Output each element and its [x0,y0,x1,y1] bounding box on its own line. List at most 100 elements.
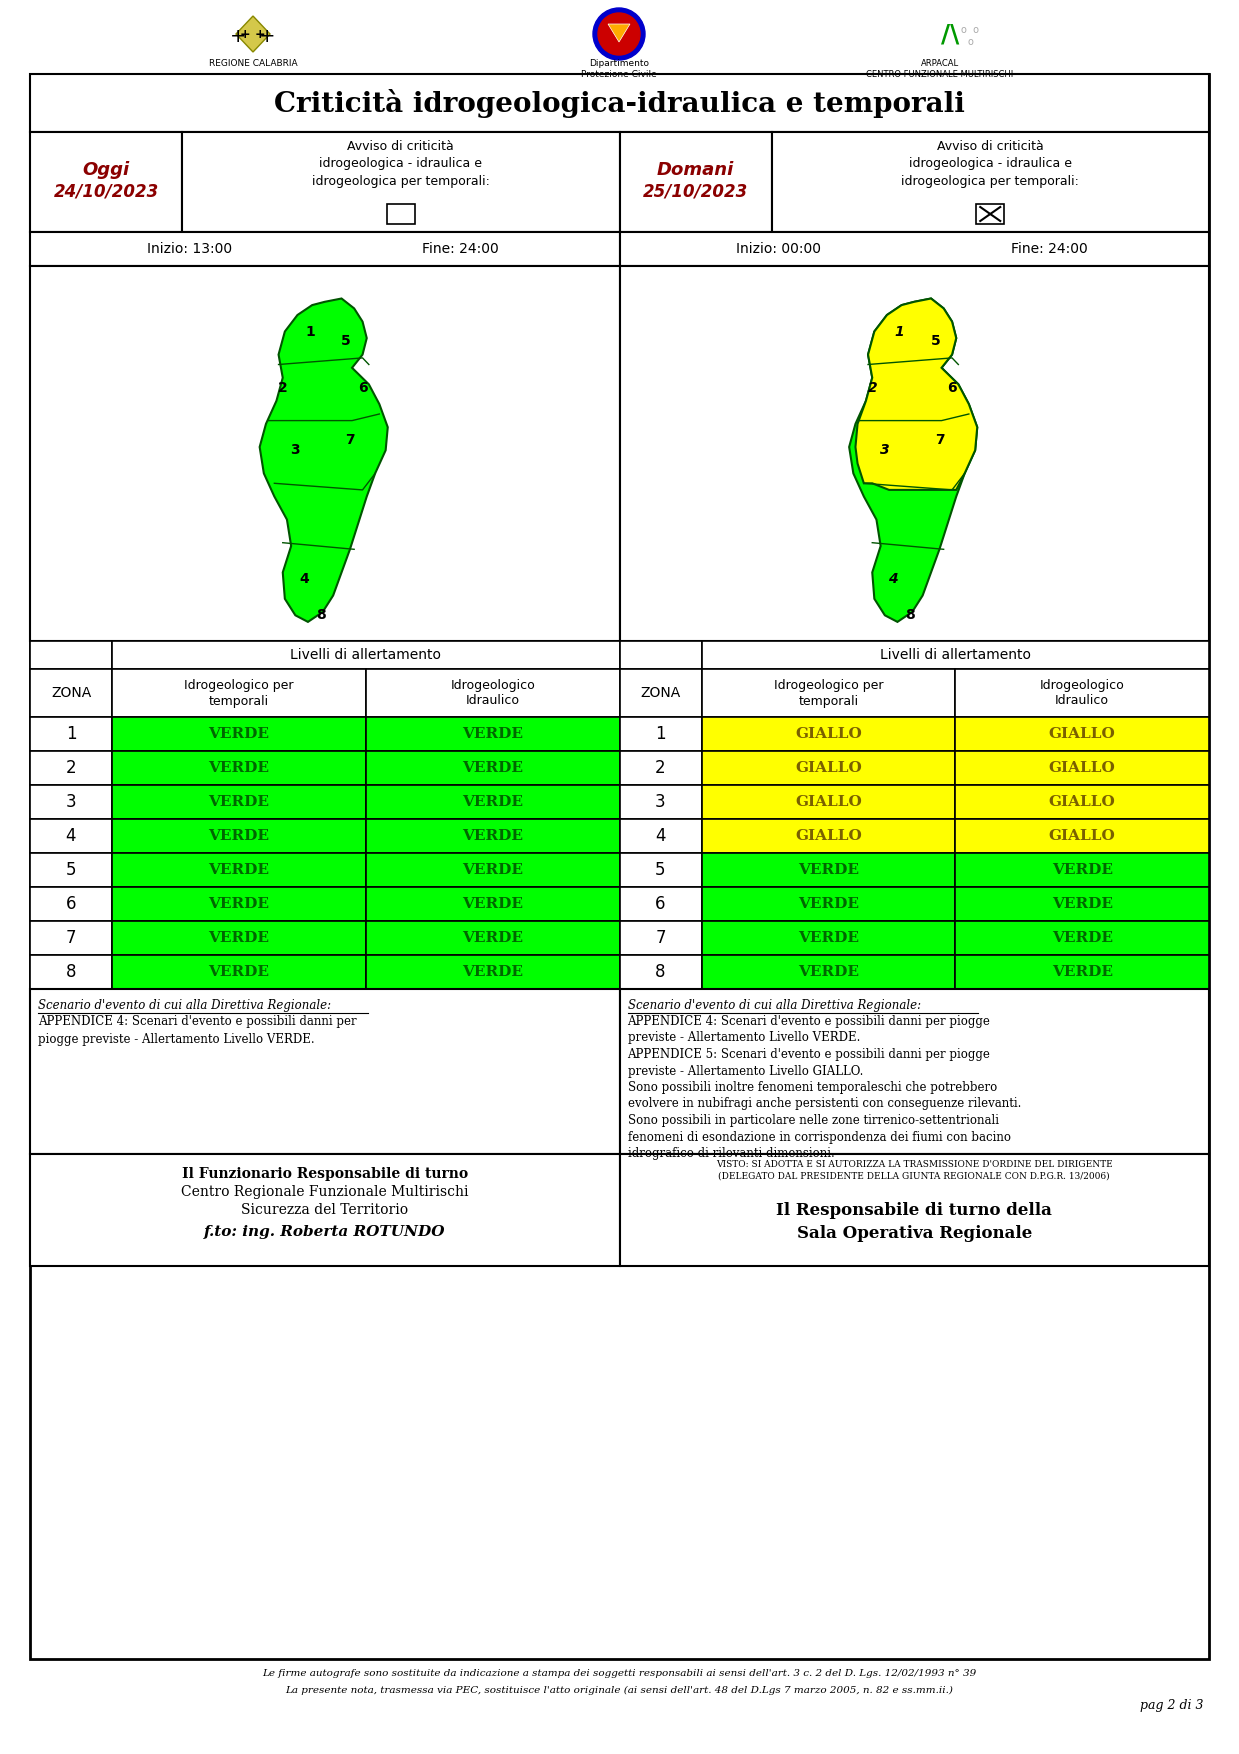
Bar [701,668,955,717]
Bar [701,852,955,888]
Bar [620,751,701,786]
Text: VERDE: VERDE [208,830,269,844]
Text: GIALLO: GIALLO [795,761,862,775]
Bar [701,921,955,954]
Bar [955,668,1209,717]
Text: Livelli di allertamento: Livelli di allertamento [290,647,441,661]
Bar [955,786,1209,819]
Text: ARPACAL
CENTRO FUNZIONALE MULTIRISCHI: ARPACAL CENTRO FUNZIONALE MULTIRISCHI [866,60,1014,79]
Text: VERDE: VERDE [208,965,269,979]
Bar [955,888,1209,921]
Text: f.to: ing. Roberta ROTUNDO: f.to: ing. Roberta ROTUNDO [204,1224,446,1238]
Text: VERDE: VERDE [1052,896,1113,910]
Bar [955,819,1209,852]
Text: VERDE: VERDE [462,965,523,979]
Text: 5: 5 [66,861,77,879]
Text: VERDE: VERDE [208,863,269,877]
Bar [701,751,955,786]
Text: 5: 5 [341,335,351,349]
Text: VERDE: VERDE [798,896,859,910]
Bar [30,954,112,989]
Bar [701,717,955,751]
Bar [620,267,1209,640]
Polygon shape [260,298,388,623]
Text: 2: 2 [66,759,77,777]
Text: 2: 2 [278,381,287,395]
Text: VERDE: VERDE [462,761,523,775]
Text: 8: 8 [66,963,77,980]
Text: o  o
o: o o o [961,25,979,47]
Text: +  +: + + [230,26,276,46]
Bar [366,819,620,852]
Text: APPENDICE 4: Scenari d'evento e possibili danni per piogge
previste - Allertamen: APPENDICE 4: Scenari d'evento e possibil… [627,1016,1021,1159]
Bar [772,132,1209,232]
Text: 2: 2 [655,759,665,777]
Text: 6: 6 [66,895,77,914]
Bar [30,751,112,786]
Text: VERDE: VERDE [1052,965,1113,979]
Bar [701,786,955,819]
Bar [30,74,1209,132]
Text: VERDE: VERDE [462,896,523,910]
Text: 6: 6 [655,895,665,914]
Text: ZONA: ZONA [641,686,680,700]
Bar [30,717,112,751]
Polygon shape [849,298,978,623]
Bar [620,954,701,989]
Text: 5: 5 [655,861,665,879]
Text: VERDE: VERDE [1052,863,1113,877]
Text: VERDE: VERDE [208,726,269,740]
Bar [701,819,955,852]
Bar [366,668,620,717]
Bar [112,921,366,954]
Bar [387,203,415,225]
Text: Idrogeologico per
temporali: Idrogeologico per temporali [185,679,294,707]
Text: Sicurezza del Territorio: Sicurezza del Territorio [242,1203,409,1217]
Text: Scenario d'evento di cui alla Direttiva Regionale:: Scenario d'evento di cui alla Direttiva … [38,1000,331,1012]
Text: 1: 1 [895,324,904,339]
Bar [112,640,620,668]
Text: Avviso di criticità
idrogeologica - idraulica e
idrogeologica per temporali:: Avviso di criticità idrogeologica - idra… [312,140,489,188]
Bar [366,717,620,751]
Bar [30,640,112,668]
Text: 6: 6 [948,381,957,395]
Bar [955,717,1209,751]
Bar [620,132,772,232]
Bar [620,989,1209,1154]
Text: 1: 1 [66,724,77,744]
Text: VERDE: VERDE [798,931,859,945]
Text: Dipartimento
Protezione Civile: Dipartimento Protezione Civile [581,60,657,79]
Text: 4: 4 [299,572,309,586]
Bar [620,786,701,819]
Text: 7: 7 [655,930,665,947]
Text: Livelli di allertamento: Livelli di allertamento [880,647,1031,661]
Text: VERDE: VERDE [208,931,269,945]
Bar [620,640,701,668]
Bar [182,132,620,232]
Text: GIALLO: GIALLO [1048,795,1115,809]
Text: 5: 5 [930,335,940,349]
Text: Fine: 24:00: Fine: 24:00 [422,242,499,256]
Bar [366,786,620,819]
Text: Fine: 24:00: Fine: 24:00 [1011,242,1088,256]
Text: VERDE: VERDE [208,896,269,910]
Polygon shape [235,16,270,53]
Text: VERDE: VERDE [462,830,523,844]
Text: 4: 4 [655,826,665,845]
Text: VERDE: VERDE [208,761,269,775]
Bar [30,888,112,921]
Text: Idrogeologico per
temporali: Idrogeologico per temporali [773,679,883,707]
Text: VERDE: VERDE [462,863,523,877]
Bar [30,232,620,267]
Text: VERDE: VERDE [1052,931,1113,945]
Bar [112,819,366,852]
Bar [620,668,701,717]
Text: GIALLO: GIALLO [1048,830,1115,844]
Text: VERDE: VERDE [462,795,523,809]
Text: 4: 4 [66,826,77,845]
Text: ZONA: ZONA [51,686,92,700]
Bar [112,954,366,989]
Bar [30,786,112,819]
Text: 4: 4 [888,572,898,586]
Text: GIALLO: GIALLO [1048,761,1115,775]
